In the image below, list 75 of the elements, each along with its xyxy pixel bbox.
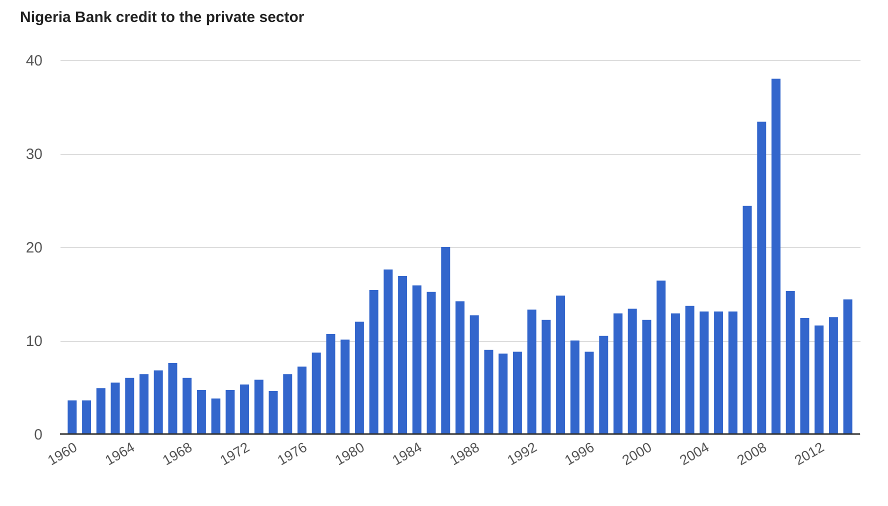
bar: [298, 366, 306, 434]
x-tick-label: 2012: [792, 438, 827, 468]
bar: [757, 122, 766, 434]
x-tick-label: 1976: [274, 438, 310, 468]
bar: [512, 352, 522, 434]
bar: [542, 320, 551, 434]
bar: [556, 296, 566, 434]
bar: [68, 400, 77, 434]
bar: [369, 290, 378, 434]
x-tick-label: 1980: [332, 438, 368, 468]
x-tick-label: 1988: [446, 438, 482, 468]
bar: [828, 317, 838, 434]
bar: [484, 350, 494, 434]
bar: [714, 312, 724, 434]
bar: [628, 308, 637, 434]
bar: [354, 322, 364, 434]
bar: [656, 280, 666, 434]
x-tick-label: 2004: [676, 438, 712, 468]
bar: [599, 336, 608, 434]
bar: [614, 313, 622, 434]
bar: [96, 388, 106, 434]
y-tick-label: 10: [26, 333, 42, 350]
bar: [470, 315, 479, 434]
bar: [340, 340, 350, 434]
y-tick-label: 0: [34, 426, 42, 444]
x-tick-label: 2008: [734, 438, 770, 468]
bar: [384, 269, 393, 434]
bar: [800, 318, 810, 434]
x-tick-label: 1992: [504, 438, 540, 468]
bar: [226, 390, 235, 434]
bar: [456, 301, 464, 434]
bar: [412, 285, 422, 434]
bar: [584, 352, 594, 434]
y-tick-label: 30: [26, 146, 42, 163]
bar: [441, 247, 450, 434]
bar: [312, 352, 321, 434]
bar: [140, 374, 148, 434]
x-tick-label: 1964: [102, 438, 138, 468]
bar: [843, 299, 852, 434]
bar: [814, 326, 824, 434]
bar: [196, 390, 206, 434]
bar: [772, 78, 780, 434]
bar: [685, 306, 694, 434]
x-tick-label: 1968: [160, 438, 195, 468]
bar: [254, 380, 264, 434]
bar: [182, 378, 192, 434]
bar: [670, 313, 680, 434]
y-tick-label: 40: [26, 52, 42, 70]
x-tick-label: 1984: [389, 438, 425, 468]
bar: [168, 362, 178, 434]
bar: [240, 384, 250, 434]
bar: [700, 312, 709, 434]
bar: [82, 400, 92, 434]
bar: [527, 310, 536, 434]
bar: [642, 320, 652, 434]
chart-title: Nigeria Bank credit to the private sector: [20, 9, 304, 26]
x-tick-label: 1972: [217, 438, 252, 468]
bar: [498, 354, 508, 434]
bar: [110, 382, 120, 434]
bar: [211, 398, 220, 434]
bar: [283, 374, 292, 434]
bar: [398, 276, 408, 434]
bar: [742, 206, 752, 434]
bar: [154, 370, 163, 434]
bar: [326, 334, 336, 434]
y-tick-label: 20: [26, 240, 42, 256]
bar: [728, 312, 738, 434]
bar: [268, 390, 278, 434]
bar: [570, 340, 580, 434]
bar: [125, 378, 134, 434]
x-tick-label: 1960: [44, 438, 80, 468]
x-tick-label: 2000: [619, 438, 654, 468]
bar: [786, 290, 795, 434]
x-tick-label: 1996: [562, 438, 597, 468]
bar: [426, 292, 436, 434]
